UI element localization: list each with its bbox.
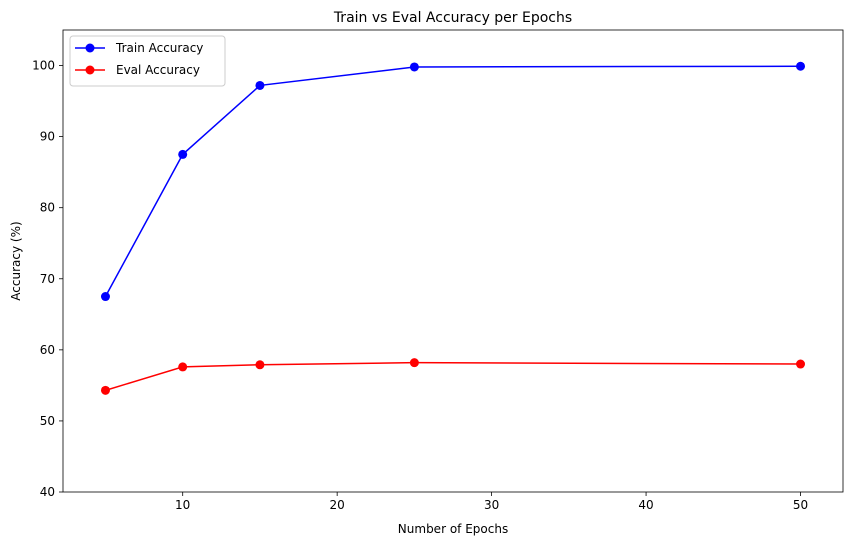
legend-box (69, 35, 226, 87)
chart-title: Train vs Eval Accuracy per Epochs (333, 10, 572, 26)
x-tick-label: 30 (484, 498, 499, 512)
data-point-eval (178, 362, 188, 372)
y-tick-label: 70 (40, 272, 55, 286)
y-axis-label: Accuracy (%) (9, 221, 23, 300)
legend: Train Accuracy Eval Accuracy (69, 35, 226, 87)
x-tick-label: 20 (330, 498, 345, 512)
y-tick-label: 40 (40, 485, 55, 499)
y-tick-label: 100 (32, 59, 55, 73)
data-point-eval (409, 358, 419, 368)
y-axis: 40 50 60 70 80 90 100 (32, 59, 63, 499)
series-line-eval (105, 361, 801, 392)
data-point-eval (100, 385, 110, 395)
data-point-train (796, 61, 806, 71)
legend-marker-eval (85, 65, 95, 75)
y-tick-label: 60 (40, 343, 55, 357)
x-axis-label: Number of Epochs (398, 522, 508, 536)
data-point-train (409, 62, 419, 72)
x-axis: 10 20 30 40 50 (175, 492, 808, 512)
legend-label-train: Train Accuracy (115, 41, 203, 55)
data-point-train (100, 292, 110, 302)
plot-area-frame (62, 29, 844, 493)
series-layer (100, 61, 806, 395)
x-tick-label: 40 (638, 498, 653, 512)
y-tick-label: 90 (40, 130, 55, 144)
data-point-train (255, 80, 265, 90)
x-tick-label: 10 (175, 498, 190, 512)
y-tick-label: 80 (40, 201, 55, 215)
y-tick-label: 50 (40, 414, 55, 428)
series-line-train (104, 65, 801, 297)
data-point-eval (796, 359, 806, 369)
data-point-eval (255, 360, 265, 370)
legend-marker-train (85, 43, 95, 53)
legend-label-eval: Eval Accuracy (116, 63, 200, 77)
data-point-train (178, 149, 188, 159)
x-tick-label: 50 (793, 498, 808, 512)
